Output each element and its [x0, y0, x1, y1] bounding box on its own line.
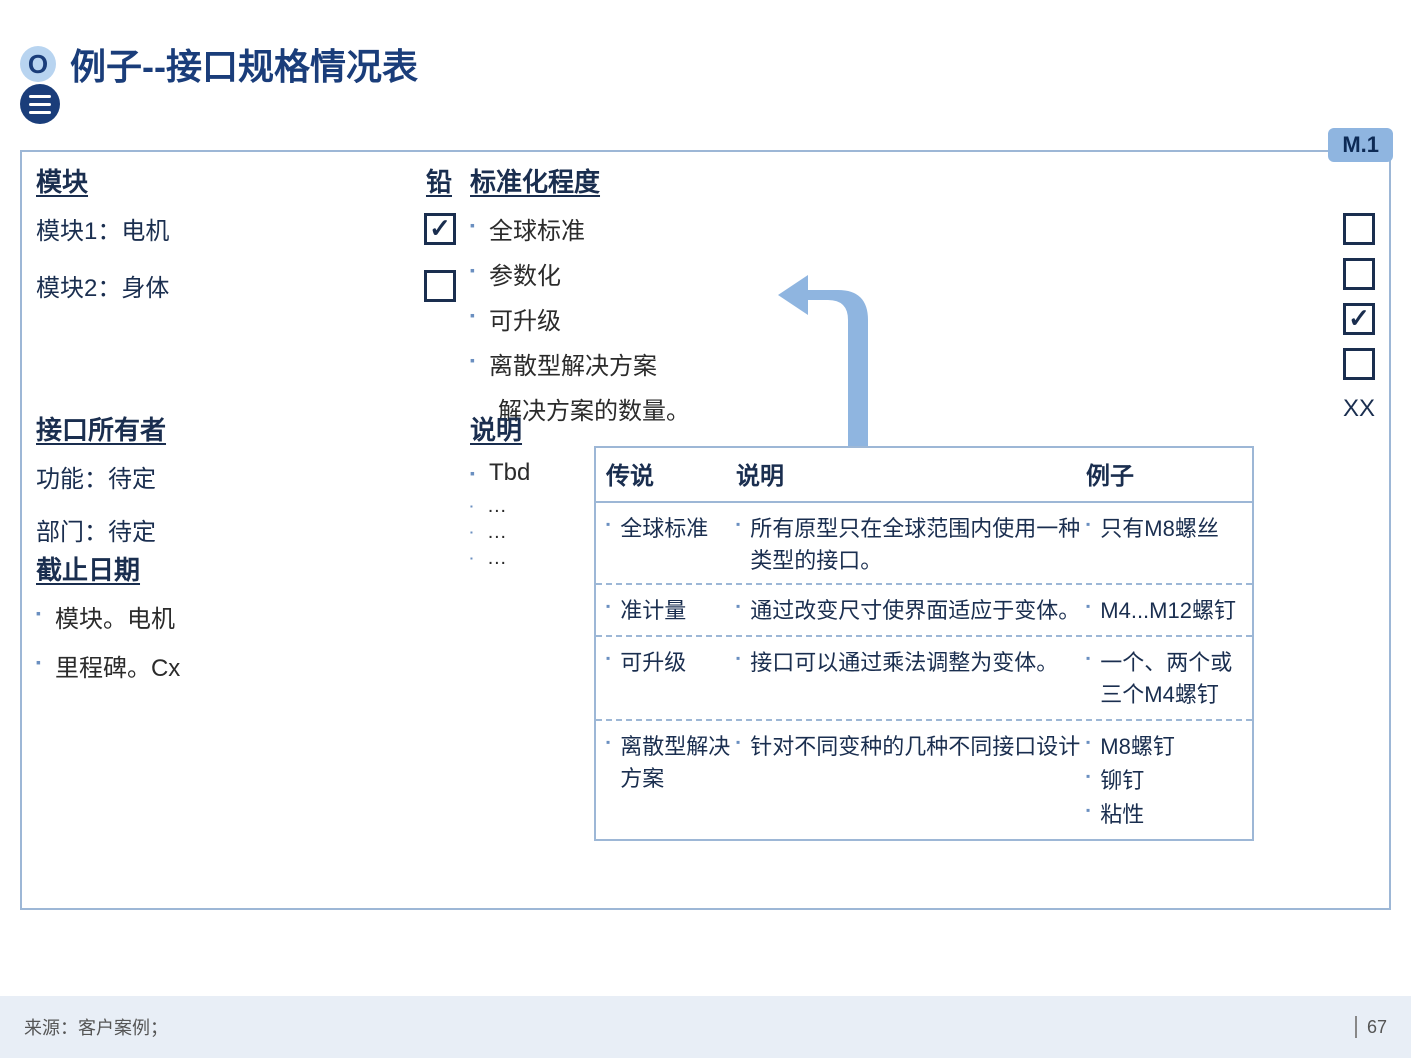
legend-term: 离散型解决方案 [620, 729, 736, 831]
description-item: ▪… [470, 547, 610, 571]
standardization-header: 标准化程度 [470, 162, 1375, 199]
checkbox-icon [424, 270, 456, 302]
legend-desc: 所有原型只在全球范围内使用一种类型的接口。 [750, 511, 1086, 575]
standardization-row: ▪离散型解决方案 [470, 346, 1375, 381]
deadline-section: 截止日期 ▪模块。电机 ▪里程碑。Cx [36, 550, 456, 697]
module-label: 模块1：电机 [36, 211, 169, 246]
standardization-row: ▪参数化 [470, 256, 1375, 291]
owner-header: 接口所有者 [36, 410, 456, 447]
legend-example: 只有M8螺丝 [1100, 511, 1219, 543]
legend-row: ▪可升级▪接口可以通过乘法调整为变体。▪一个、两个或三个M4螺钉 [596, 637, 1252, 721]
module-row: 模块2：身体 [36, 268, 456, 303]
legend-col-example: 例子 [1086, 456, 1242, 491]
legend-example: 铆钉 [1100, 763, 1144, 795]
page-number: 67 [1355, 1016, 1387, 1038]
owner-function: 功能：待定 [36, 459, 456, 494]
legend-desc: 接口可以通过乘法调整为变体。 [750, 645, 1058, 711]
deadline-item: ▪里程碑。Cx [36, 648, 456, 683]
standardization-row: ▪可升级 [470, 301, 1375, 336]
legend-row: ▪准计量▪通过改变尺寸使界面适应于变体。▪M4...M12螺钉 [596, 585, 1252, 637]
deadline-item: ▪模块。电机 [36, 599, 456, 634]
legend-term: 全球标准 [620, 511, 708, 575]
standardization-row: ▪全球标准 [470, 211, 1375, 246]
legend-col-term: 传说 [606, 456, 736, 491]
main-panel: 模块 铅 模块1：电机模块2：身体 标准化程度 ▪全球标准 ▪参数化 ▪可升级 ▪离散… [20, 150, 1391, 910]
legend-example: 粘性 [1100, 797, 1144, 829]
slide-title: 例子--接口规格情况表 [70, 38, 418, 90]
std-label: 可升级 [489, 301, 561, 336]
checkbox-icon [1343, 258, 1375, 290]
checkbox-icon [1343, 213, 1375, 245]
standardization-section: 标准化程度 ▪全球标准▪参数化▪可升级▪离散型解决方案 解决方案的数量。 XX [470, 162, 1375, 436]
menu-icon [20, 84, 60, 124]
checkbox-icon [1343, 303, 1375, 335]
description-item: ▪… [470, 521, 610, 545]
legend-term: 可升级 [620, 645, 686, 711]
std-label: 参数化 [489, 256, 561, 291]
source-text: 来源：客户案例； [24, 1014, 168, 1040]
legend-example: M4...M12螺钉 [1100, 593, 1236, 625]
solution-count-value: XX [1343, 395, 1375, 423]
modules-header: 模块 [36, 162, 88, 199]
owner-section: 接口所有者 功能：待定 部门：待定 [36, 410, 456, 565]
legend-col-desc: 说明 [736, 456, 1086, 491]
module-row: 模块1：电机 [36, 211, 456, 246]
legend-callout: 传说 说明 例子 ▪全球标准▪所有原型只在全球范围内使用一种类型的接口。▪只有M… [594, 446, 1254, 841]
description-header: 说明 [470, 410, 610, 447]
description-item: ▪Tbd [470, 459, 610, 487]
o-badge-icon: O [20, 46, 56, 82]
description-item: ▪… [470, 495, 610, 519]
legend-example: M8螺钉 [1100, 729, 1175, 761]
lead-header: 铅 [426, 162, 452, 199]
modules-section: 模块 铅 模块1：电机模块2：身体 [36, 162, 456, 325]
module-tag: M.1 [1328, 128, 1393, 162]
legend-desc: 针对不同变种的几种不同接口设计 [750, 729, 1080, 831]
deadline-header: 截止日期 [36, 550, 456, 587]
slide-header: O 例子--接口规格情况表 [20, 38, 418, 90]
legend-row: ▪全球标准▪所有原型只在全球范围内使用一种类型的接口。▪只有M8螺丝 [596, 503, 1252, 585]
std-label: 离散型解决方案 [489, 346, 657, 381]
legend-example: 一个、两个或三个M4螺钉 [1100, 645, 1242, 709]
std-label: 全球标准 [489, 211, 585, 246]
legend-term: 准计量 [620, 593, 686, 627]
owner-department: 部门：待定 [36, 512, 456, 547]
slide: O 例子--接口规格情况表 M.1 模块 铅 模块1：电机模块2：身体 标准化程… [0, 0, 1411, 1058]
description-section: 说明 ▪Tbd▪…▪…▪… [470, 410, 610, 573]
checkbox-icon [424, 213, 456, 245]
module-label: 模块2：身体 [36, 268, 169, 303]
checkbox-icon [1343, 348, 1375, 380]
legend-row: ▪离散型解决方案▪针对不同变种的几种不同接口设计▪M8螺钉▪铆钉▪粘性 [596, 721, 1252, 839]
slide-footer: 来源：客户案例； 67 [0, 996, 1411, 1058]
legend-desc: 通过改变尺寸使界面适应于变体。 [750, 593, 1080, 627]
